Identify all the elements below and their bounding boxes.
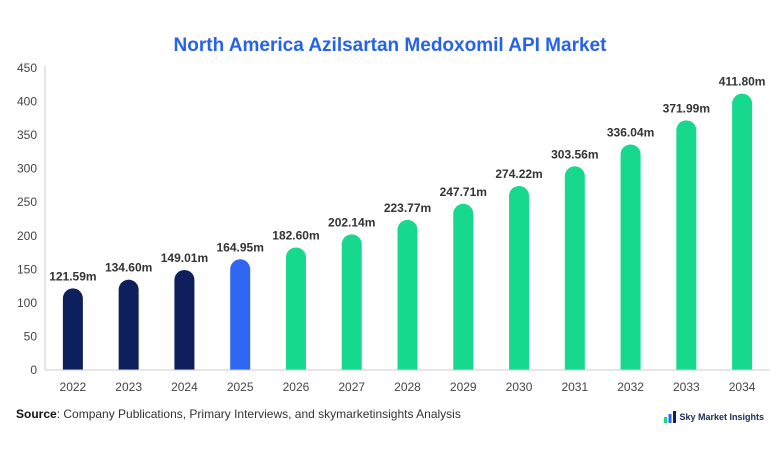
y-tick-label: 100 — [17, 296, 37, 310]
y-tick-label: 150 — [17, 262, 37, 276]
x-tick-label-2026: 2026 — [283, 380, 310, 394]
bar-2022 — [62, 288, 83, 370]
x-tick-label-2032: 2032 — [617, 380, 644, 394]
x-tick-label-2028: 2028 — [394, 380, 421, 394]
brand-name: Sky Market Insights — [679, 412, 764, 422]
bar-2027 — [341, 234, 362, 370]
x-tick-label-2025: 2025 — [227, 380, 254, 394]
bar-2030 — [509, 185, 530, 370]
data-label-2023: 134.60m — [105, 261, 152, 275]
bars: 121.59m 134.60m 149.01m 164.95m 182.60m 202.1… — [49, 75, 765, 370]
source-label: Source — [16, 407, 57, 421]
source-note: Source: Company Publications, Primary In… — [16, 407, 461, 421]
x-tick-label-2027: 2027 — [338, 380, 365, 394]
data-label-2022: 121.59m — [49, 269, 96, 283]
x-tick-label-2029: 2029 — [450, 380, 477, 394]
data-label-2032: 336.04m — [607, 125, 654, 139]
x-axis: 2022 2023 2024 2025 2026 2027 2028 2029 2030 2031… — [45, 369, 770, 394]
y-axis: 0 50 100 150 200 250 300 350 400 450 — [17, 61, 46, 377]
y-tick-label: 0 — [30, 363, 37, 377]
y-tick-label: 250 — [17, 195, 37, 209]
bar-2023 — [118, 279, 139, 370]
y-tick-label: 300 — [17, 162, 37, 176]
y-tick-label: 400 — [17, 95, 37, 109]
x-tick-label-2023: 2023 — [115, 380, 142, 394]
bar-2024 — [174, 269, 195, 370]
data-label-2033: 371.99m — [663, 101, 710, 115]
bar-2025 — [230, 259, 251, 370]
y-tick-label: 50 — [24, 329, 38, 343]
data-label-2027: 202.14m — [328, 215, 375, 229]
brand-logo: Sky Market Insights — [664, 411, 764, 423]
y-tick-label: 350 — [17, 128, 37, 142]
x-tick-label-2030: 2030 — [506, 380, 533, 394]
x-tick-label-2033: 2033 — [673, 380, 700, 394]
data-label-2034: 411.80m — [719, 75, 766, 89]
data-label-2031: 303.56m — [551, 147, 598, 161]
bar-2032 — [620, 144, 641, 370]
y-tick-label: 450 — [17, 61, 37, 75]
x-tick-label-2024: 2024 — [171, 380, 198, 394]
bar-2028 — [397, 219, 418, 370]
bar-2031 — [564, 166, 585, 370]
x-tick-label-2034: 2034 — [729, 380, 756, 394]
brand-logo-icon — [664, 411, 677, 423]
data-label-2030: 274.22m — [495, 167, 542, 181]
source-text: : Company Publications, Primary Intervie… — [56, 407, 461, 421]
bar-2033 — [676, 120, 697, 370]
x-tick-label-2022: 2022 — [60, 380, 87, 394]
data-label-2029: 247.71m — [440, 185, 487, 199]
bar-2026 — [285, 247, 306, 370]
bar-2029 — [453, 203, 474, 370]
y-tick-label: 200 — [17, 229, 37, 243]
chart-title: North America Azilsartan Medoxomil API M… — [174, 35, 608, 56]
bar-2034 — [732, 93, 753, 370]
x-tick-label-2031: 2031 — [561, 380, 588, 394]
data-label-2024: 149.01m — [161, 251, 208, 265]
data-label-2028: 223.77m — [384, 201, 431, 215]
data-label-2025: 164.95m — [217, 240, 264, 254]
data-label-2026: 182.60m — [272, 228, 319, 242]
